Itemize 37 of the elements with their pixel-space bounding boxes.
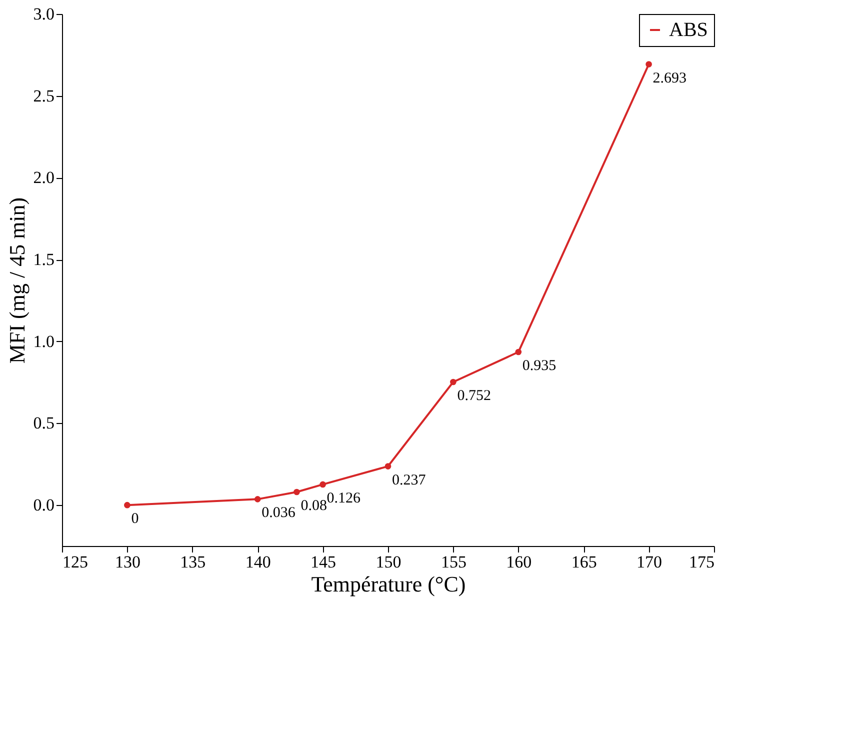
x-tick-label: 175 [689,552,714,572]
x-tick-label: 160 [506,552,532,572]
y-axis-title: MFI (mg / 45 min) [4,197,30,364]
point [294,488,300,496]
x-tick-label: 170 [636,552,662,572]
point [124,502,130,508]
x-axis-title: Température (°C) [311,572,466,596]
point [515,348,522,356]
x-tick-label: 135 [180,552,206,572]
data-label: 0.935 [522,358,556,374]
point [384,463,392,470]
data-label: 2.693 [652,70,687,86]
data-label: 0.237 [392,472,426,488]
x-tick-label: 125 [62,552,88,572]
x-tick-label: 150 [376,552,402,572]
y-tick-label: 2.0 [33,168,54,188]
x-tick-label: 155 [440,552,466,572]
legend-label: ABS [669,19,708,41]
y-tick-label: 3.0 [33,4,54,24]
y-tick-label: 1.0 [33,332,54,351]
point [450,378,456,386]
data-label: 0.08 [300,498,327,514]
data-label: 0.126 [326,490,362,506]
data-label: 0.752 [457,388,491,404]
point [254,496,261,502]
x-tick-label: 165 [571,552,597,572]
x-tick-label: 145 [310,552,336,572]
y-tick-label: 1.5 [33,250,54,270]
data-label: 0 [131,511,139,528]
y-tick-label: 2.5 [33,86,54,106]
point [320,481,326,488]
point [646,61,652,68]
y-tick-label: 0.5 [33,414,54,433]
x-tick-label: 140 [245,552,271,572]
data-label: 0.036 [262,505,296,522]
x-tick-label: 130 [114,552,140,572]
y-tick-label: 0.0 [33,496,54,515]
